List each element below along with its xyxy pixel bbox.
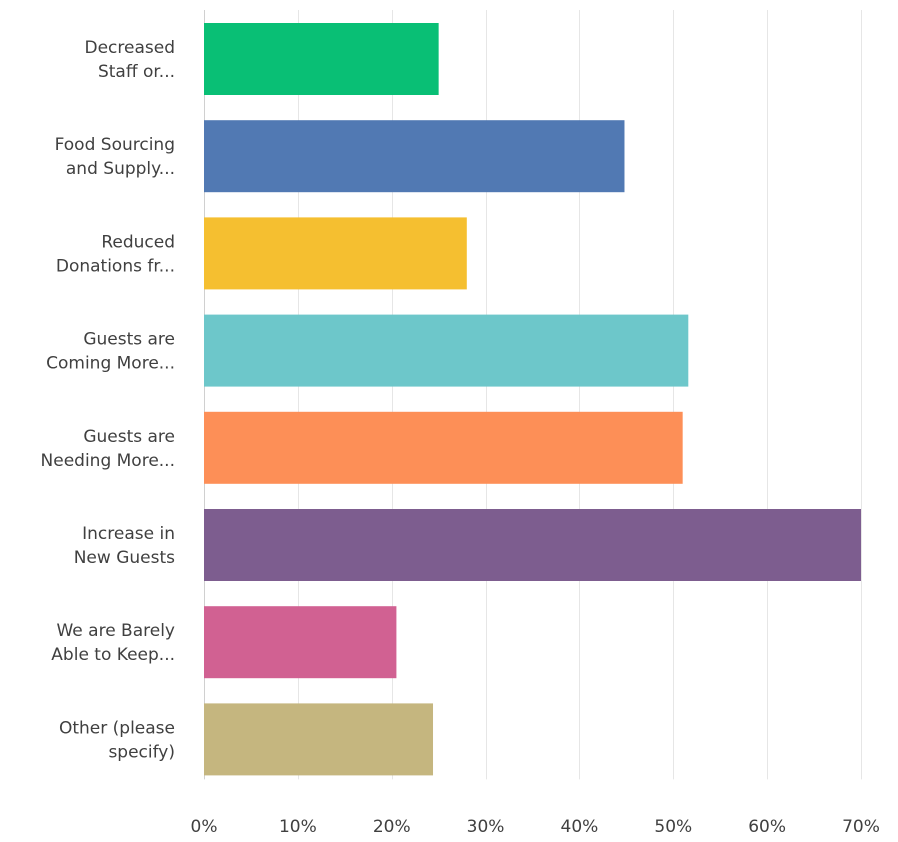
bars <box>204 23 861 776</box>
bar[interactable] <box>204 120 625 193</box>
x-tick-label: 0% <box>191 817 218 837</box>
bar[interactable] <box>204 314 689 387</box>
x-tick-label: 60% <box>748 817 786 837</box>
category-label: Decreased Staff or... <box>85 38 176 82</box>
category-label: We are Barely Able to Keep... <box>51 621 175 665</box>
bar[interactable] <box>204 23 439 95</box>
category-label: Guests are Needing More... <box>41 427 175 471</box>
x-tick-label: 10% <box>279 817 317 837</box>
category-label: Increase in New Guests <box>74 524 175 568</box>
category-label: Other (please specify) <box>59 718 175 762</box>
x-tick-label: 50% <box>654 817 692 837</box>
category-label: Reduced Donations fr... <box>56 232 175 276</box>
bar[interactable] <box>204 703 434 776</box>
bar[interactable] <box>204 217 467 290</box>
category-label: Guests are Coming More... <box>46 330 175 374</box>
x-tick-label: 30% <box>467 817 505 837</box>
x-axis-ticks: 0% 10% 20% 30% 40% 50% 60% 70% <box>191 817 880 837</box>
x-tick-label: 40% <box>561 817 599 837</box>
bar[interactable] <box>204 606 397 679</box>
category-labels: Decreased Staff or... Food Sourcing and Sup… <box>41 38 176 762</box>
x-tick-label: 20% <box>373 817 411 837</box>
category-label: Food Sourcing and Supply... <box>55 135 175 179</box>
x-tick-label: 70% <box>842 817 880 837</box>
bar[interactable] <box>204 411 683 484</box>
bar[interactable] <box>204 509 861 581</box>
